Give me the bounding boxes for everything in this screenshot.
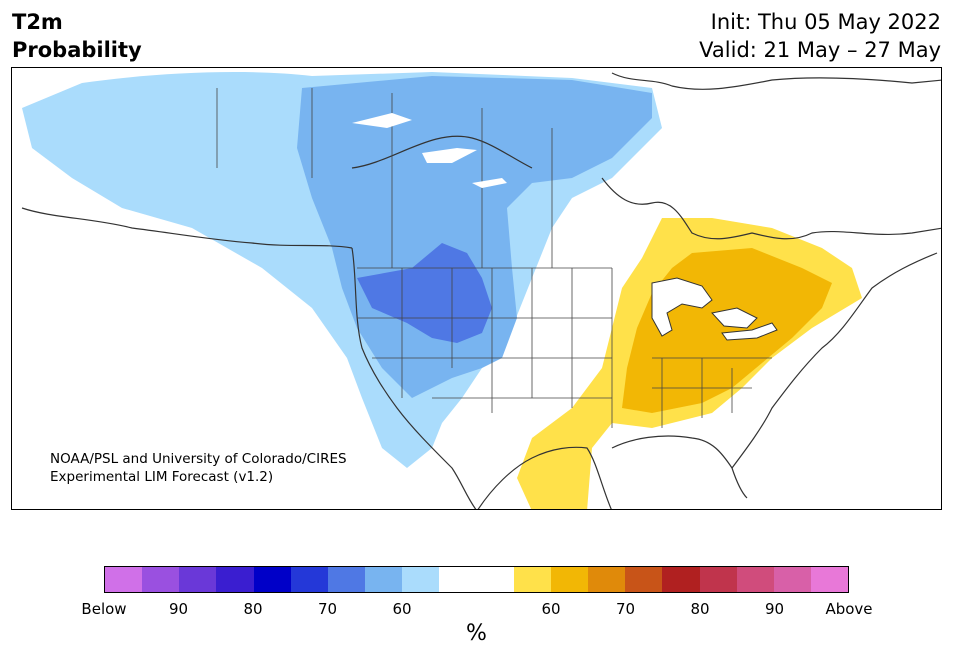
colorbar-tick-label: 70 xyxy=(317,600,338,618)
data-credit: NOAA/PSL and University of Colorado/CIRE… xyxy=(50,450,347,486)
colorbar-swatch xyxy=(625,567,663,592)
valid-range: Valid: 21 May – 27 May xyxy=(699,38,941,62)
colorbar-tick-label: 60 xyxy=(541,600,561,618)
colorbar-swatch xyxy=(365,567,403,592)
credit-line-2: Experimental LIM Forecast (v1.2) xyxy=(50,469,274,485)
init-date: Init: Thu 05 May 2022 xyxy=(710,10,941,34)
canadian-lakes xyxy=(352,113,507,188)
colorbar-swatch xyxy=(550,567,589,592)
colorbar-swatch xyxy=(736,567,774,592)
colorbar-unit: % xyxy=(466,621,487,646)
colorbar-swatch xyxy=(327,567,366,592)
title-line-1: T2m xyxy=(12,10,63,34)
colorbar-tick-label: Above xyxy=(825,600,873,618)
colorbar-swatch xyxy=(402,567,440,592)
colorbar-swatch xyxy=(513,567,551,592)
colorbar-tick-label: 70 xyxy=(615,600,636,618)
coastlines xyxy=(21,72,941,509)
colorbar-swatch xyxy=(439,567,477,592)
probability-map: NOAA/PSL and University of Colorado/CIRE… xyxy=(11,67,942,510)
colorbar-swatch xyxy=(773,567,811,592)
colorbar-swatch xyxy=(662,567,700,592)
title-line-2: Probability xyxy=(12,38,142,62)
colorbar-tick-label: Below xyxy=(81,600,127,618)
great-lakes xyxy=(651,277,778,341)
colorbar-tick-label: 60 xyxy=(392,600,412,618)
colorbar-tick-label: 80 xyxy=(690,600,710,618)
colorbar-swatch xyxy=(476,567,514,592)
map-canvas xyxy=(21,72,941,509)
chart-title: T2m Probability xyxy=(12,8,142,64)
colorbar-swatch xyxy=(699,567,737,592)
colorbar-tick-label: 80 xyxy=(243,600,263,618)
colorbar-tick-label: 90 xyxy=(764,600,785,618)
colorbar-swatch xyxy=(179,567,217,592)
colorbar-swatch xyxy=(216,567,254,592)
colorbar-swatch xyxy=(253,567,291,592)
credit-line-1: NOAA/PSL and University of Colorado/CIRE… xyxy=(50,451,347,467)
colorbar-swatch xyxy=(105,567,143,592)
colorbar xyxy=(104,566,849,593)
below-70-region xyxy=(297,76,652,398)
colorbar-swatch xyxy=(810,567,849,592)
colorbar-swatch xyxy=(290,567,328,592)
forecast-dates: Init: Thu 05 May 2022 Valid: 21 May – 27… xyxy=(699,8,941,64)
colorbar-swatch xyxy=(142,567,180,592)
colorbar-tick-label: 90 xyxy=(168,600,189,618)
state-borders xyxy=(216,88,772,428)
colorbar-swatch xyxy=(588,567,626,592)
